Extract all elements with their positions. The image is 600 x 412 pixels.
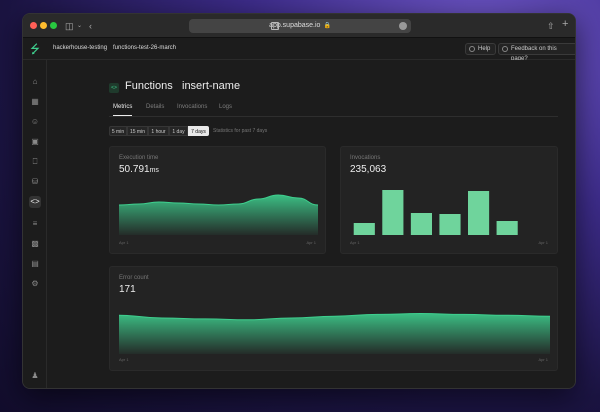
tab-invocations[interactable]: Invocations [177,104,208,110]
bar[interactable] [410,213,432,235]
execution-value-unit: ms [149,167,159,174]
reports-icon[interactable]: ▩ [31,239,39,248]
bar[interactable] [439,214,461,235]
breadcrumb-function[interactable]: functions-test-26-march [113,45,177,51]
series-line [119,312,550,321]
help-button[interactable]: Help [465,43,497,55]
x-axis-start: Apr 1 [119,240,129,245]
reload-icon[interactable] [399,22,407,30]
series-line [119,194,318,206]
back-arrow-icon[interactable]: ‹ [89,21,92,31]
table-editor-icon[interactable]: ▦ [31,97,39,106]
address-bar[interactable]: app.supabase.io 🔒 [189,19,411,33]
maximize-window-button[interactable] [50,22,57,29]
url-text: app.supabase.io [269,22,321,29]
user-account-icon[interactable]: ♟ [31,371,39,380]
new-tab-icon[interactable]: + [562,18,569,30]
x-axis-end: Apr 1 [306,240,316,245]
x-axis-end: Apr 1 [538,240,548,245]
range-15min-button[interactable]: 15 min [127,126,148,136]
bar[interactable] [353,223,375,235]
invocations-label: Invocations [350,155,381,161]
function-icon: <> [109,83,119,93]
bar[interactable] [496,221,518,235]
function-name: insert-name [182,80,241,92]
area-fill [119,313,550,354]
tab-bar: Metrics Details Invocations Logs [109,104,558,117]
database-icon[interactable]: ⛁ [31,177,39,186]
tab-metrics[interactable]: Metrics [113,104,133,116]
chevron-down-icon[interactable]: ⌄ [77,23,83,29]
invocations-chart [353,190,518,235]
share-icon[interactable]: ⇧ [547,21,555,31]
execution-time-chart [119,194,318,235]
execution-time-value: 50.791ms [119,164,159,175]
range-7days-button[interactable]: 7 days [188,126,209,136]
sidebar-toggle-icon[interactable]: ◫ [65,21,74,31]
logs-icon[interactable]: ≡ [32,219,38,228]
help-label: Help [478,46,491,52]
tab-logs[interactable]: Logs [219,104,233,110]
auth-users-icon[interactable]: ☺ [30,117,40,126]
range-1hour-button[interactable]: 1 hour [148,126,169,136]
error-count-label: Error count [119,275,149,281]
range-note: Statistics for past 7 days [213,128,268,134]
feedback-icon [502,46,508,52]
settings-gear-icon[interactable]: ⚙ [31,279,39,288]
error-count-card: Error count 171 Apr 1 Apr 1 [109,266,558,371]
help-icon [469,46,475,52]
execution-time-card: Execution time 50.791ms Apr 1 Apr 1 [109,146,326,254]
storage-icon[interactable]: ▣ [31,137,39,146]
x-axis-start: Apr 1 [350,240,360,245]
bar[interactable] [382,190,404,235]
feedback-button[interactable]: Feedback on this page? [498,43,575,62]
app-header: ⭍ hackerhouse-testing functions-test-26-… [23,38,575,62]
browser-window: ◫ ⌄ ‹ app.supabase.io 🔒 ⇧ + ⭍ hackerhouse… [22,13,576,389]
page-title: Functions [125,80,173,92]
feedback-label: Feedback on this page? [511,46,557,62]
execution-value-number: 50.791 [119,164,150,175]
execution-time-label: Execution time [119,155,159,161]
breadcrumb-project[interactable]: hackerhouse-testing [53,45,108,51]
close-window-button[interactable] [30,22,37,29]
docs-icon[interactable]: ▤ [31,259,39,268]
tab-details[interactable]: Details [146,104,165,110]
range-5min-button[interactable]: 5 min [109,126,127,136]
browser-toolbar: ◫ ⌄ ‹ app.supabase.io 🔒 ⇧ + [23,14,575,38]
range-1day-button[interactable]: 1 day [169,126,188,136]
lock-icon: 🔒 [323,23,331,29]
area-fill [119,195,318,235]
minimize-window-button[interactable] [40,22,47,29]
main-content: <> Functions insert-name Metrics Details… [48,60,575,388]
tab-icon [271,22,279,30]
sql-editor-icon[interactable]: ⎕ [32,157,38,166]
bar[interactable] [468,191,490,235]
home-icon[interactable]: ⌂ [32,77,38,86]
sidebar: ⌂ ▦ ☺ ▣ ⎕ ⛁ <> ≡ ▩ ▤ ⚙ ♟ [23,60,47,388]
error-count-value: 171 [119,284,136,295]
x-axis-end: Apr 1 [538,357,548,362]
supabase-logo-icon[interactable]: ⭍ [30,42,40,56]
invocations-card: Invocations 235,063 Apr 1 Apr 1 [340,146,558,254]
invocations-value: 235,063 [350,164,387,175]
x-axis-start: Apr 1 [119,357,129,362]
functions-icon[interactable]: <> [29,196,41,208]
error-count-chart [119,312,550,354]
